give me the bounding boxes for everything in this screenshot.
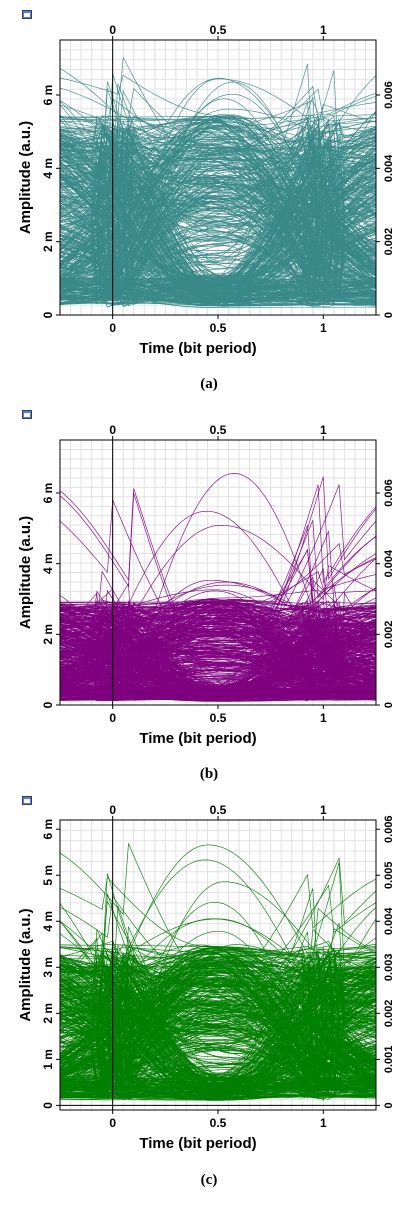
x-tick-label: 0 — [109, 711, 116, 725]
y-axis-label: Amplitude (a.u.) — [17, 908, 34, 1021]
y-tick-label-right: 0.006 — [383, 479, 395, 507]
window-icon — [22, 796, 32, 805]
y-tick-label: 6 m — [41, 483, 55, 504]
y-tick-label: 0 — [41, 1102, 55, 1109]
x-tick-label: 1 — [320, 1116, 327, 1130]
y-tick-label-right: 0.003 — [383, 954, 395, 982]
y-tick-label: 1 m — [41, 1049, 55, 1070]
x-tick-label-top: 1 — [320, 423, 327, 437]
x-tick-label: 0 — [109, 1116, 116, 1130]
y-tick-label-right: 0.006 — [383, 815, 395, 843]
y-tick-label: 5 m — [41, 865, 55, 886]
x-tick-label: 0.5 — [210, 711, 227, 725]
y-tick-label: 2 m — [41, 1003, 55, 1024]
y-tick-label-right: 0.004 — [383, 549, 395, 577]
x-axis-label: Time (bit period) — [139, 1135, 256, 1152]
figure-caption: (c) — [200, 1172, 218, 1188]
x-tick-label-top: 0.5 — [210, 803, 227, 817]
eye-diagram-chart: 0 0 0.5 0.5 1 1 0 2 m 4 m 6 m 0 0.002 0.004 0.006 Time… — [17, 423, 395, 747]
chart-panel-c: 0 0 0.5 0.5 1 1 0 1 m 2 m 3 m 4 m 5 m 6 m 0 0.001 0.002… — [0, 790, 418, 1206]
y-tick-label-right: 0 — [383, 1102, 395, 1108]
y-tick-label-right: 0 — [383, 702, 395, 708]
window-icon — [22, 10, 32, 19]
y-tick-label: 4 m — [41, 158, 55, 179]
y-tick-label-right: 0.004 — [383, 907, 395, 935]
x-tick-label: 0 — [109, 321, 116, 335]
y-tick-label-right: 0 — [383, 312, 395, 318]
y-tick-label: 0 — [41, 701, 55, 708]
y-tick-label-right: 0.002 — [383, 1000, 395, 1028]
x-tick-label-top: 0 — [109, 423, 116, 437]
x-tick-label-top: 0 — [109, 23, 116, 37]
y-tick-label: 2 m — [41, 231, 55, 252]
x-tick-label: 0.5 — [210, 321, 227, 335]
y-tick-label: 0 — [41, 311, 55, 318]
y-tick-label-right: 0.004 — [383, 154, 395, 182]
window-icon — [22, 410, 32, 419]
y-tick-label: 4 m — [41, 553, 55, 574]
figure-caption: (b) — [199, 766, 219, 782]
x-tick-label-top: 0.5 — [210, 423, 227, 437]
y-tick-label-right: 0.005 — [383, 861, 395, 889]
chart-panel-a: 0 0 0.5 0.5 1 1 0 2 m 4 m 6 m 0 0.002 0.004 0.006 Time… — [0, 0, 418, 400]
eye-diagram-chart: 0 0 0.5 0.5 1 1 0 1 m 2 m 3 m 4 m 5 m 6 m 0 0.001 0.002… — [17, 803, 395, 1152]
x-tick-label: 1 — [320, 321, 327, 335]
y-tick-label: 6 m — [41, 819, 55, 840]
y-tick-label-right: 0.001 — [383, 1046, 395, 1074]
y-tick-label-right: 0.002 — [383, 228, 395, 256]
x-tick-label-top: 1 — [320, 803, 327, 817]
chart-panel-b: 0 0 0.5 0.5 1 1 0 2 m 4 m 6 m 0 0.002 0.004 0.006 Time… — [0, 400, 418, 800]
y-tick-label-right: 0.002 — [383, 621, 395, 649]
y-tick-label: 6 m — [41, 85, 55, 106]
eye-diagram-chart: 0 0 0.5 0.5 1 1 0 2 m 4 m 6 m 0 0.002 0.004 0.006 Time… — [17, 23, 395, 357]
x-tick-label-top: 1 — [320, 23, 327, 37]
x-tick-label: 0.5 — [210, 1116, 227, 1130]
x-tick-label-top: 0 — [109, 803, 116, 817]
y-axis-label: Amplitude (a.u.) — [17, 516, 34, 629]
y-tick-label-right: 0.006 — [383, 81, 395, 109]
y-tick-label: 3 m — [41, 957, 55, 978]
x-axis-label: Time (bit period) — [139, 340, 256, 357]
y-tick-label: 2 m — [41, 624, 55, 645]
x-tick-label-top: 0.5 — [210, 23, 227, 37]
y-tick-label: 4 m — [41, 911, 55, 932]
x-axis-label: Time (bit period) — [139, 730, 256, 747]
x-tick-label: 1 — [320, 711, 327, 725]
figure-caption: (a) — [200, 376, 218, 392]
y-axis-label: Amplitude (a.u.) — [17, 121, 34, 234]
